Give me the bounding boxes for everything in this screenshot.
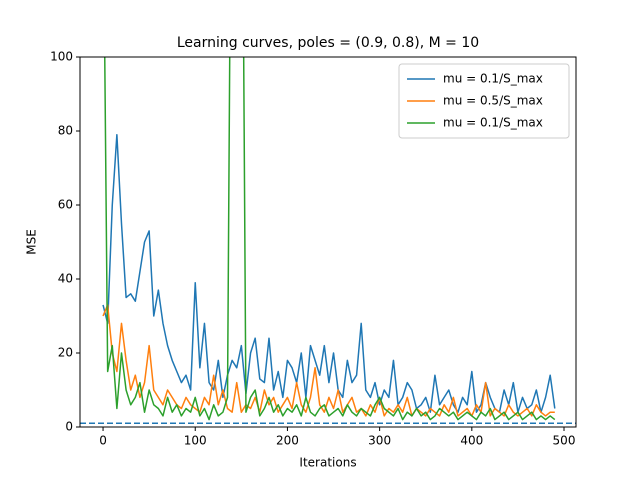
y-tick-label: 40 — [58, 272, 73, 286]
y-tick-label: 20 — [58, 346, 73, 360]
series-line — [102, 133, 556, 413]
legend-label: mu = 0.1/S_max — [443, 72, 543, 86]
chart-title: Learning curves, poles = (0.9, 0.8), M =… — [177, 35, 479, 51]
plot-area — [80, 57, 576, 425]
y-tick-label: 80 — [58, 124, 73, 138]
x-tick-label: 200 — [276, 434, 299, 448]
x-tick-label: 0 — [99, 434, 107, 448]
series-line — [102, 304, 555, 417]
x-tick-label: 100 — [184, 434, 207, 448]
x-tick-label: 400 — [460, 434, 483, 448]
y-tick-label: 100 — [50, 50, 73, 64]
x-axis-label: Iterations — [299, 456, 356, 470]
y-tick-label: 60 — [58, 198, 73, 212]
x-tick-label: 300 — [368, 434, 391, 448]
legend-label: mu = 0.5/S_max — [443, 94, 543, 108]
x-tick-label: 500 — [553, 434, 576, 448]
legend-box — [398, 63, 570, 139]
y-tick-label: 0 — [65, 420, 73, 434]
y-axis-label: MSE — [25, 229, 39, 255]
legend-label: mu = 0.1/S_max — [443, 116, 543, 130]
series-line — [104, 57, 556, 421]
axes-frame — [79, 56, 577, 428]
